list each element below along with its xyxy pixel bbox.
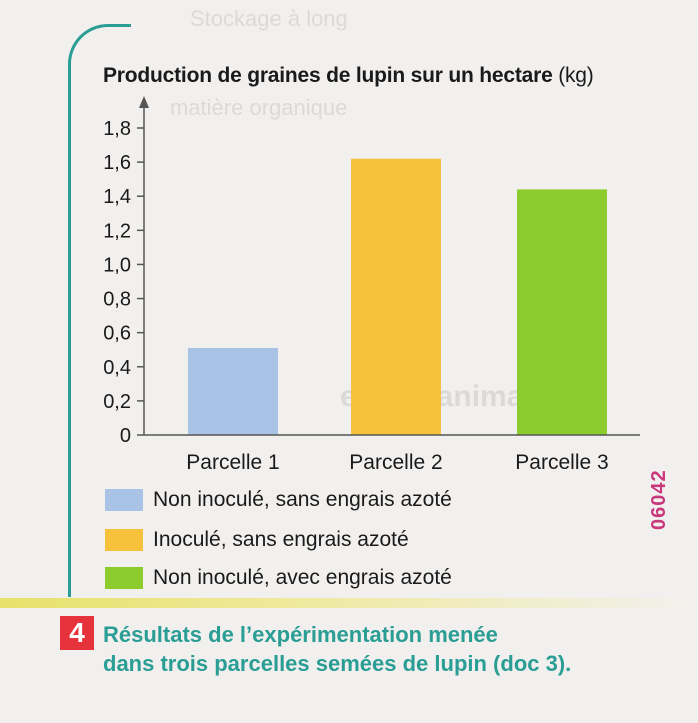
figure-caption: Résultats de l’expérimentation menée dan… [103, 620, 571, 678]
legend-label: Non inoculé, avec engrais azoté [153, 566, 452, 589]
legend-item-3: Non inoculé, avec engrais azoté [105, 563, 525, 593]
y-tick-label: 0,4 [103, 357, 131, 379]
y-tick-label: 0,6 [103, 323, 131, 345]
y-tick-label: 1,2 [103, 220, 131, 242]
y-tick-label: 0,8 [103, 289, 131, 311]
bleed-through-text: matière organique [170, 95, 348, 120]
x-category-label: Parcelle 1 [186, 451, 279, 474]
caption-highlight-bar [0, 598, 698, 608]
legend-item-2: Inoculé, sans engrais azoté [105, 525, 525, 555]
y-axis-arrow [139, 96, 149, 108]
caption-line-2: dans trois parcelles semées de lupin (do… [103, 651, 572, 676]
y-tick-label: 0 [120, 425, 131, 447]
legend-swatch [105, 529, 143, 551]
x-category-label: Parcelle 2 [349, 451, 442, 474]
chart-title-unit: (kg) [558, 64, 594, 87]
x-category-label: Parcelle 3 [515, 451, 608, 474]
bar-2 [351, 158, 441, 435]
legend-swatch [105, 567, 143, 589]
legend-label: Inoculé, sans engrais azoté [153, 528, 409, 551]
legend-swatch [105, 489, 143, 511]
chart-title: Production de graines de lupin sur un he… [103, 64, 594, 87]
figure-frame-line [68, 24, 131, 597]
y-tick-label: 1,6 [103, 152, 131, 174]
bar-3 [517, 189, 607, 435]
legend-item-1: Non inoculé, sans engrais azoté [105, 485, 525, 515]
y-tick-label: 1,0 [103, 254, 131, 276]
page-code: 06042 [648, 469, 670, 530]
bar-1 [188, 348, 278, 435]
figure-number-badge: 4 [60, 616, 94, 650]
bleed-through-text: Stockage à long [190, 6, 348, 31]
y-tick-label: 1,4 [103, 186, 131, 208]
y-tick-label: 0,2 [103, 391, 131, 413]
y-tick-label: 1,8 [103, 118, 131, 140]
legend-label: Non inoculé, sans engrais azoté [153, 488, 452, 511]
caption-line-1: Résultats de l’expérimentation menée [103, 622, 498, 647]
